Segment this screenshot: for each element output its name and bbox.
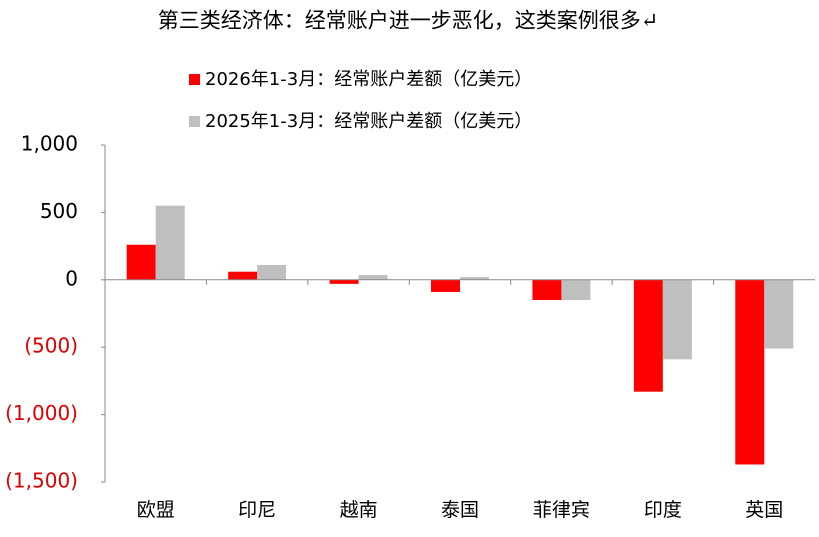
bar: [532, 279, 562, 301]
bar: [662, 279, 692, 360]
x-tick-label: 菲律宾: [533, 499, 590, 521]
y-tick-label: 500: [40, 199, 78, 223]
y-tick-label: (1,500): [5, 469, 78, 493]
chart-title: 第三类经济体：经常账户进一步恶化，这类案例很多↵: [158, 9, 659, 33]
x-tick-label: 泰国: [441, 499, 479, 521]
y-tick-label: (500): [24, 334, 78, 358]
bar: [764, 279, 794, 349]
y-tick-label: 1,000: [21, 132, 78, 156]
y-tick-label: (1,000): [5, 401, 78, 425]
y-tick-label: 0: [65, 266, 78, 290]
x-tick-label: 欧盟: [137, 499, 175, 521]
x-tick-label: 英国: [745, 499, 783, 521]
bar: [431, 279, 460, 292]
bar: [358, 275, 388, 280]
legend-swatch: [189, 74, 200, 85]
bar: [735, 279, 765, 465]
x-tick-label: 印尼: [238, 499, 276, 521]
bar: [155, 205, 185, 280]
bar: [126, 244, 156, 280]
bar: [257, 264, 287, 280]
legend-label: 2025年1-3月：经常账户差额（亿美元）: [205, 111, 532, 132]
x-tick-label: 越南: [340, 499, 378, 521]
legend-swatch: [189, 116, 200, 127]
x-tick-label: 印度: [644, 499, 682, 521]
bar: [561, 279, 591, 301]
bar: [633, 279, 663, 392]
bar: [329, 279, 359, 284]
bar: [228, 271, 258, 280]
bar: [460, 277, 489, 280]
legend-label: 2026年1-3月：经常账户差额（亿美元）: [205, 69, 532, 90]
